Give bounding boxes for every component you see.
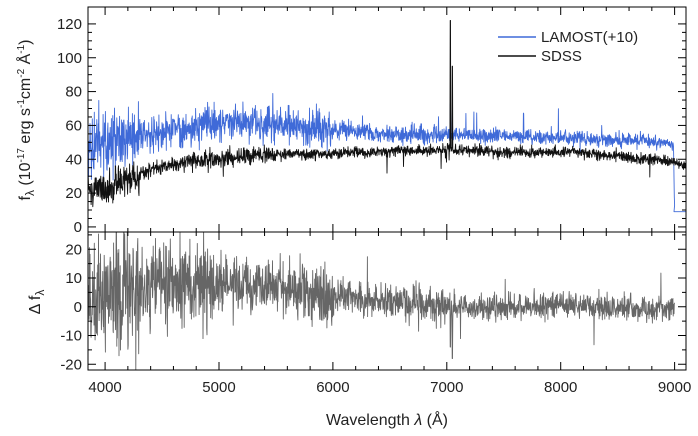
y-tick-label: -20 bbox=[60, 356, 82, 373]
top-panel-series bbox=[88, 20, 686, 213]
bottom-panel-series bbox=[88, 232, 676, 370]
y-tick-label: 100 bbox=[57, 50, 82, 67]
y-tick-label: 60 bbox=[65, 117, 82, 134]
bottom-y-axis-label: Δ fλ bbox=[27, 290, 47, 315]
axis-ticks: 4000 5000 6000 7000 8000 9000020406080100120-… bbox=[57, 7, 691, 396]
legend: LAMOST(+10) SDSS bbox=[498, 29, 638, 65]
y-tick-label: 20 bbox=[65, 241, 82, 258]
legend-label-lamost: LAMOST(+10) bbox=[541, 29, 638, 46]
x-tick-label: 5000 bbox=[202, 379, 235, 396]
series-line-lamost bbox=[88, 93, 686, 213]
y-tick-label: 0 bbox=[74, 299, 82, 316]
bottom-panel-frame bbox=[87, 231, 687, 371]
y-tick-label: 80 bbox=[65, 84, 82, 101]
x-tick-label: 9000 bbox=[658, 379, 691, 396]
x-tick-label: 6000 bbox=[316, 379, 349, 396]
series-line-sdss bbox=[88, 20, 686, 208]
y-tick-label: -10 bbox=[60, 328, 82, 345]
x-axis-label: Wavelength λ (Å) bbox=[326, 410, 448, 429]
y-tick-label: 120 bbox=[57, 16, 82, 33]
x-tick-label: 8000 bbox=[544, 379, 577, 396]
y-tick-label: 0 bbox=[74, 219, 82, 236]
y-tick-label: 10 bbox=[65, 270, 82, 287]
y-tick-label: 20 bbox=[65, 185, 82, 202]
legend-label-sdss: SDSS bbox=[541, 48, 582, 65]
top-y-axis-label: fλ (10-17 erg s-1cm-2 Å-1) bbox=[15, 40, 37, 201]
x-tick-label: 7000 bbox=[430, 379, 463, 396]
x-tick-label: 4000 bbox=[88, 379, 121, 396]
y-tick-label: 40 bbox=[65, 151, 82, 168]
series-line-difference bbox=[88, 232, 676, 370]
